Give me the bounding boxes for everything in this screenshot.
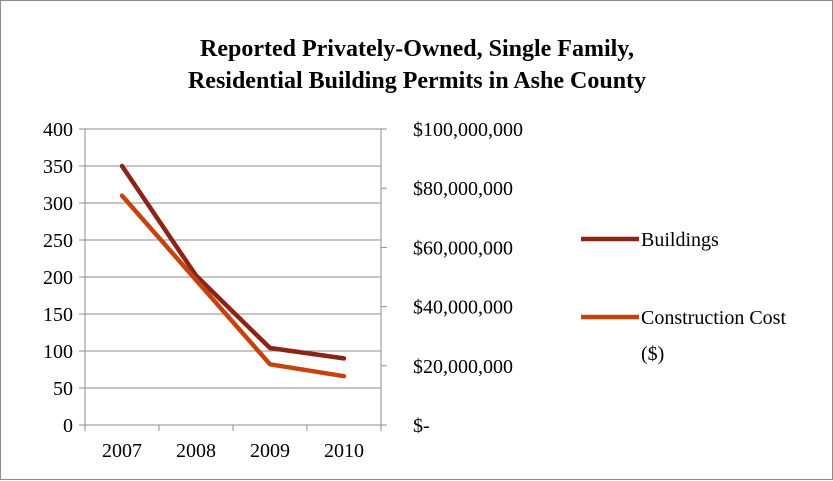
x-axis-tick-label: 2007 xyxy=(102,440,142,462)
chart-title-line-2: Residential Building Permits in Ashe Cou… xyxy=(188,68,646,94)
series-line-buildings xyxy=(119,163,347,361)
legend-label-1: Construction Cost xyxy=(641,307,786,329)
right-axis-tick-label: $20,000,000 xyxy=(413,356,513,378)
x-axis-tick-label: 2010 xyxy=(324,440,364,462)
left-axis-tick-label: 150 xyxy=(43,304,73,326)
left-axis-tick-label: 250 xyxy=(43,230,73,252)
left-axis-tick-label: 300 xyxy=(43,193,73,215)
left-axis-tick-label: 400 xyxy=(43,119,73,141)
legend-label-0: Buildings xyxy=(641,229,719,251)
right-axis-tick-label: $100,000,000 xyxy=(413,119,523,141)
gridlines xyxy=(85,128,381,389)
left-axis-tick-label: 200 xyxy=(43,267,73,289)
axes: 0 50 100 150 200 250 300 350 400 $- $20,000,000 $40… xyxy=(43,119,523,462)
x-axis-tick-label: 2009 xyxy=(250,440,290,462)
x-axis-tick-label: 2008 xyxy=(176,440,216,462)
left-axis-tick-label: 50 xyxy=(53,378,73,400)
left-axis-tick-label: 100 xyxy=(43,341,73,363)
right-axis-tick-label: $60,000,000 xyxy=(413,237,513,259)
series-lines xyxy=(119,163,347,379)
legend-label-1: ($) xyxy=(641,343,664,365)
legend: Buildings Construction Cost ($) xyxy=(581,229,786,365)
left-axis-tick-label: 350 xyxy=(43,156,73,178)
left-axis-tick-label: 0 xyxy=(63,415,73,437)
series-line-construction-cost xyxy=(119,193,347,379)
right-axis-tick-label: $40,000,000 xyxy=(413,297,513,319)
right-axis-tick-label: $80,000,000 xyxy=(413,178,513,200)
right-axis-tick-label: $- xyxy=(413,415,430,437)
chart-title-line-1: Reported Privately-Owned, Single Family, xyxy=(200,36,634,62)
